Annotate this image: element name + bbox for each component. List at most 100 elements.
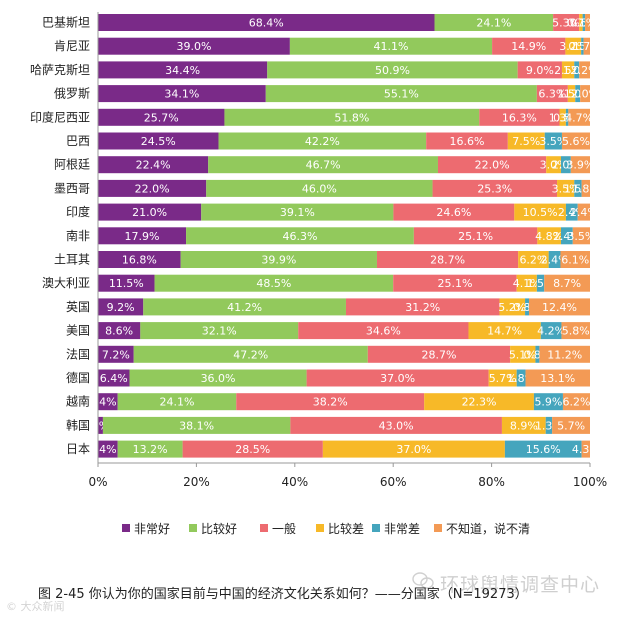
bar-segment: [224, 108, 480, 126]
bar-segment: [98, 61, 268, 79]
bar-segment: [583, 37, 590, 55]
bar-segment: [574, 179, 582, 197]
legend-swatch: [189, 524, 197, 532]
bar-segment: [98, 108, 225, 126]
data-label: 50.9%: [375, 64, 410, 77]
data-label: 4.8%: [535, 230, 563, 243]
data-label: 28.7%: [422, 348, 457, 361]
bar-segment: [289, 37, 493, 55]
bar-segment: [536, 274, 545, 292]
bar-segment: [98, 227, 187, 245]
data-label: 22.3%: [462, 396, 497, 409]
bar-segment: [98, 416, 103, 434]
stacked-bar-chart: 68.4% 24.1% 5.3%0.7%0.5%1%39.0% 41.1% 14.9% 3…: [30, 12, 607, 536]
bar-segment: [98, 179, 207, 197]
data-label: 39.0%: [176, 40, 211, 53]
data-label: 55.1%: [384, 88, 419, 101]
data-label: 9.0%: [526, 64, 554, 77]
bar-segment: [499, 298, 526, 316]
data-label: 46.7%: [306, 159, 341, 172]
bar-segment: [518, 251, 549, 268]
y-tick-label: 印度尼西亚: [30, 109, 90, 124]
data-label: 24.5%: [141, 135, 176, 148]
legend-label: 比较差: [328, 521, 364, 536]
bar-segment: [557, 179, 575, 197]
data-label: 5.9%: [534, 396, 562, 409]
data-label: 6.1%: [561, 254, 589, 267]
bar-segment: [133, 345, 368, 363]
bar-segment: [182, 440, 323, 458]
bar-segment: [98, 274, 155, 292]
data-label: 3.5%: [552, 182, 580, 195]
bar-segment: [552, 416, 590, 434]
data-label: 16.3%: [502, 111, 537, 124]
data-label: 32.1%: [202, 325, 237, 338]
data-label: 6.4%: [100, 372, 128, 385]
y-tick-label: 南非: [66, 228, 90, 243]
bar-segment: [537, 227, 561, 245]
bar-segment: [98, 298, 144, 316]
bar-segment: [581, 440, 590, 458]
data-label: 37.0%: [396, 443, 431, 456]
bar-segment: [322, 440, 505, 458]
data-label: 5.2%: [498, 301, 526, 314]
legend-swatch: [372, 524, 380, 532]
bar-segment: [539, 345, 590, 363]
data-label: 2.2%: [571, 64, 599, 77]
bar-segment: [579, 61, 590, 79]
y-tick-label: 德国: [66, 370, 90, 385]
bar-segment: [562, 393, 590, 411]
data-label: 34.1%: [164, 88, 199, 101]
bar-segment: [525, 369, 590, 387]
data-label: 13.1%: [540, 372, 575, 385]
data-label: 7.2%: [102, 348, 130, 361]
bar-segment: [565, 108, 569, 126]
y-tick-label: 巴西: [66, 134, 90, 148]
data-label: 24.1%: [159, 396, 194, 409]
data-label: 39.9%: [261, 254, 296, 267]
y-tick-label: 日本: [66, 442, 90, 456]
legend-label: 非常差: [384, 522, 420, 536]
data-label: 31.2%: [405, 301, 440, 314]
data-label: 38.1%: [179, 419, 214, 432]
data-label: 10.5%: [523, 206, 558, 219]
bar-segment: [585, 14, 590, 31]
legend-label: 不知道，说不清: [446, 521, 530, 536]
y-tick-label: 越南: [66, 394, 90, 409]
y-tick-label: 哈萨克斯坦: [30, 63, 90, 77]
bar-segment: [98, 345, 134, 363]
bar-segment: [98, 440, 118, 458]
bar-segment: [98, 251, 181, 268]
data-label: 4.7%: [565, 111, 593, 124]
bar-segment: [437, 156, 547, 174]
data-label: 3.2%: [559, 40, 587, 53]
data-label: 11.5%: [109, 277, 144, 290]
bar-segment: [540, 322, 562, 340]
data-label: 8.9%: [510, 419, 538, 432]
data-label: 28.7%: [430, 254, 465, 267]
bar-segment: [560, 227, 573, 245]
plot-area: 68.4% 24.1% 5.3%0.7%0.5%1%39.0% 41.1% 14.9% 3…: [92, 14, 601, 458]
y-tick-label: 阿根廷: [54, 158, 90, 172]
data-label: 6.2%: [519, 254, 547, 267]
data-label: 6.2%: [562, 396, 590, 409]
bar-segment: [488, 369, 517, 387]
bar-segment: [533, 393, 563, 411]
bar-segment: [180, 251, 377, 268]
data-label: 34.6%: [366, 325, 401, 338]
x-tick-label: 20%: [183, 475, 210, 489]
data-label: 22.0%: [135, 182, 170, 195]
bar-segment: [504, 440, 582, 458]
y-tick-label: 美国: [66, 324, 90, 338]
bar-segment: [186, 227, 414, 245]
bar-segment: [582, 14, 586, 31]
data-label: 8.6%: [105, 325, 133, 338]
bar-segment: [544, 274, 590, 292]
data-label: 21.0%: [132, 206, 167, 219]
data-label: 25.3%: [477, 182, 512, 195]
bar-segment: [574, 61, 580, 79]
bar-segment: [426, 132, 508, 150]
data-label: 17.9%: [125, 230, 160, 243]
data-label: 6.3%: [538, 88, 566, 101]
bar-segment: [98, 393, 118, 411]
